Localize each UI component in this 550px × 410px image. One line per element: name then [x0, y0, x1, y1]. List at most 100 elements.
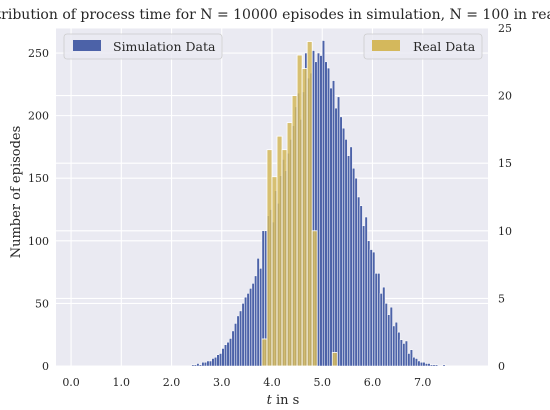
legend-simulation: Simulation Data	[63, 33, 223, 60]
y-left-tick-label: 100	[28, 235, 49, 248]
y-right-tick-label: 5	[498, 292, 505, 305]
simulation-bar	[319, 55, 323, 367]
simulation-bar	[409, 349, 413, 367]
simulation-bar	[389, 306, 393, 367]
real-bar	[261, 338, 268, 367]
simulation-bar	[241, 303, 245, 367]
simulation-bar	[369, 249, 373, 367]
simulation-bar	[354, 177, 358, 367]
simulation-bar	[334, 107, 338, 367]
simulation-bar	[429, 364, 433, 367]
simulation-bar	[404, 340, 408, 367]
simulation-bar	[339, 116, 343, 367]
real-bar	[306, 41, 313, 367]
simulation-bar	[206, 360, 210, 367]
simulation-bar	[249, 288, 253, 367]
y-left-tick-label: 200	[28, 110, 49, 123]
simulation-bar	[198, 364, 202, 367]
simulation-bar	[332, 80, 336, 367]
x-axis-label: t in s	[267, 393, 300, 408]
simulation-bar	[384, 303, 388, 367]
simulation-bar	[442, 364, 446, 367]
simulation-bar	[352, 167, 356, 367]
simulation-bar	[213, 356, 217, 367]
real-bar	[301, 68, 308, 367]
y-right-tick-label: 0	[498, 360, 505, 373]
simulation-bar	[417, 360, 421, 367]
simulation-bar	[327, 67, 331, 367]
simulation-bar	[424, 363, 428, 367]
simulation-bar	[397, 331, 401, 367]
simulation-bar	[347, 155, 351, 367]
x-tick-label: 0.0	[62, 376, 80, 389]
simulation-bar	[321, 40, 325, 367]
real-bar	[331, 352, 338, 367]
simulation-bar	[231, 330, 235, 367]
legend-real-label: Real Data	[413, 39, 476, 54]
real-bar	[291, 95, 298, 367]
simulation-bar	[226, 341, 230, 367]
simulation-bar	[229, 338, 233, 367]
x-tick-label: 6.0	[364, 376, 382, 389]
y-right-tick-label: 15	[498, 157, 512, 170]
y-axis-label: Number of episodes	[9, 126, 24, 259]
simulation-bar	[236, 315, 240, 367]
x-tick-label: 1.0	[113, 376, 131, 389]
real-bar	[286, 122, 293, 367]
simulation-bar	[419, 361, 423, 367]
legend-simulation-swatch	[73, 40, 101, 51]
simulation-bar	[427, 363, 431, 367]
simulation-bar	[234, 323, 238, 367]
simulation-bar	[193, 364, 197, 367]
simulation-bar	[216, 354, 220, 367]
simulation-bar	[374, 273, 378, 367]
simulation-bar	[203, 361, 207, 367]
simulation-bar	[244, 296, 248, 367]
y-right-tick-label: 10	[498, 225, 512, 238]
simulation-bar	[367, 240, 371, 367]
simulation-bar	[251, 283, 255, 367]
simulation-bar	[379, 293, 383, 367]
simulation-bar	[357, 196, 361, 367]
simulation-bar	[364, 216, 368, 367]
real-bar	[311, 230, 318, 367]
x-tick-label: 5.0	[313, 376, 331, 389]
real-bar	[271, 176, 278, 367]
simulation-bar	[435, 364, 439, 367]
x-tick-labels: 0.0 1.0 2.0 3.0 4.0 5.0 6.0 7.0	[62, 376, 431, 389]
simulation-bar	[414, 358, 418, 367]
legend-simulation-box	[63, 33, 223, 60]
y-left-tick-label: 250	[28, 47, 49, 60]
y-left-tick-label: 0	[42, 360, 49, 373]
y-right-tick-labels: 0 5 10 15 20 25	[498, 22, 512, 373]
simulation-bar	[362, 225, 366, 367]
simulation-bar	[239, 310, 243, 367]
x-tick-label: 4.0	[263, 376, 281, 389]
y-right-tick-label: 20	[498, 90, 512, 103]
simulation-bar	[394, 321, 398, 367]
simulation-bar	[208, 360, 212, 367]
simulation-bar	[224, 344, 228, 367]
x-axis-label-rest: in s	[272, 393, 299, 408]
simulation-bar	[191, 364, 195, 367]
simulation-bar	[246, 293, 250, 367]
simulation-bar	[349, 146, 353, 367]
chart-title: Distribution of process time for N = 100…	[0, 7, 550, 23]
simulation-bar	[422, 361, 426, 367]
simulation-bar	[359, 205, 363, 367]
real-bar	[266, 149, 273, 367]
simulation-bar	[344, 139, 348, 367]
legend-real: Real Data	[363, 33, 483, 60]
simulation-bar	[256, 258, 260, 367]
x-tick-label: 2.0	[163, 376, 181, 389]
simulation-bar	[254, 275, 258, 367]
simulation-bar	[219, 353, 223, 367]
simulation-bar	[211, 358, 215, 367]
simulation-bar	[329, 87, 333, 367]
simulation-bar	[402, 343, 406, 367]
real-bars	[261, 41, 338, 367]
legend-simulation-label: Simulation Data	[113, 39, 216, 54]
simulation-bar	[324, 61, 328, 367]
simulation-bar	[377, 273, 381, 367]
